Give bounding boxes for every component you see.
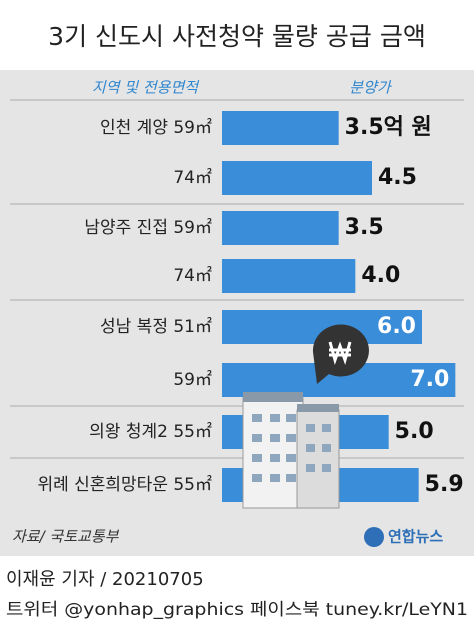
value-label: 3.5 — [345, 215, 384, 240]
value-label: 4.0 — [361, 263, 400, 288]
separators — [10, 99, 464, 459]
logo-mark — [364, 527, 384, 547]
value-label: 3.5억 원 — [345, 115, 432, 140]
y-tick-label: 의왕 청계2 55㎡ — [89, 422, 212, 442]
roof — [243, 392, 303, 402]
social: 트위터 @yonhap_graphics 페이스북 tuney.kr/LeYN1 — [6, 600, 468, 620]
bar — [222, 111, 339, 145]
won-icon — [328, 341, 352, 365]
y-tick-label: 74㎡ — [173, 168, 212, 188]
y-tick-label: 성남 복정 51㎡ — [100, 317, 212, 337]
building-illustration — [242, 324, 369, 509]
source: 자료/ 국토교통부 — [12, 528, 120, 546]
y-tick-label: 59㎡ — [173, 370, 212, 390]
y-tick-label: 인천 계양 59㎡ — [100, 118, 212, 138]
category-header: 지역 및 전용면적 — [92, 79, 200, 97]
bar — [222, 211, 339, 245]
chart-title: 3기 신도시 사전청약 물량 공급 금액 — [48, 22, 426, 51]
y-tick-label: 남양주 진접 59㎡ — [84, 218, 212, 238]
y-tick-label: 위례 신혼희망타운 55㎡ — [37, 475, 212, 495]
value-label: 7.0 — [410, 367, 449, 392]
bar — [222, 161, 372, 195]
byline: 이재윤 기자 / 20210705 — [6, 569, 204, 590]
y-tick-label: 74㎡ — [173, 266, 212, 286]
building — [296, 409, 340, 509]
bar — [222, 259, 356, 293]
value-label: 5.0 — [395, 419, 434, 444]
value-label: 6.0 — [377, 314, 416, 339]
value-label: 5.9 — [425, 472, 464, 497]
value-label: 4.5 — [378, 165, 417, 190]
value-header: 분양가 — [349, 79, 393, 97]
roof — [297, 404, 339, 412]
logo: 연합뉴스 — [388, 528, 443, 546]
